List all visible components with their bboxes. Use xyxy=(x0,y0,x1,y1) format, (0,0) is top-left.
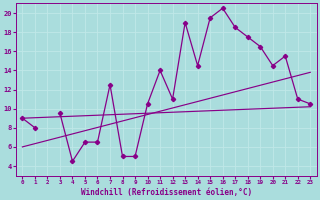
X-axis label: Windchill (Refroidissement éolien,°C): Windchill (Refroidissement éolien,°C) xyxy=(81,188,252,197)
